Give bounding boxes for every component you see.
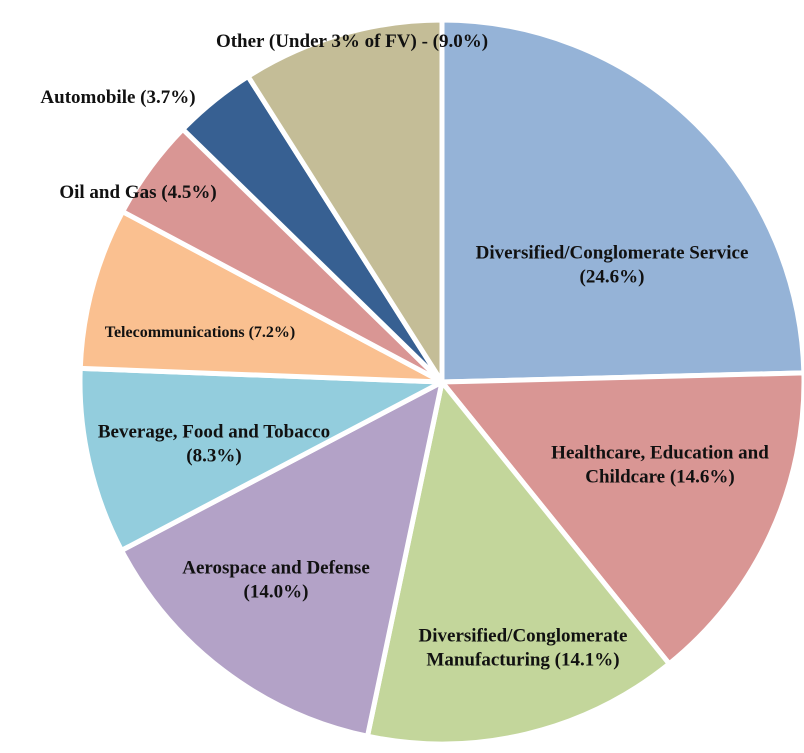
category-name: Healthcare, Education and Childcare bbox=[551, 442, 769, 487]
category-name: Diversified/Conglomerate Service bbox=[475, 242, 749, 264]
pie-slice bbox=[77, 209, 445, 385]
category-name: Automobile bbox=[40, 87, 136, 109]
category-name: Other (Under 3% of FV) - bbox=[215, 31, 428, 53]
value-label: (9.0%) bbox=[432, 31, 489, 53]
slice-label: Other (Under 3% of FV) - (9.0%) bbox=[202, 30, 502, 54]
pie-slice bbox=[439, 370, 804, 667]
slice-label: Oil and Gas (4.5%) bbox=[59, 181, 216, 205]
slice-label: Diversified/Conglomerate Service (24.6%) bbox=[462, 241, 762, 289]
slice-label: Aerospace and Defense (14.0%) bbox=[181, 556, 371, 604]
slice-label: Diversified/Conglomerate Manufacturing (… bbox=[373, 624, 673, 672]
category-name: Beverage, Food and Tobacco bbox=[97, 421, 331, 443]
value-label: (14.6%) bbox=[669, 466, 735, 487]
pie-slice bbox=[364, 379, 672, 747]
value-label: (14.1%) bbox=[554, 649, 620, 670]
category-name: Aerospace and Defense bbox=[182, 557, 370, 579]
pie-slice bbox=[439, 17, 804, 385]
value-label: (24.6%) bbox=[579, 266, 645, 287]
category-name: Telecommunications bbox=[104, 324, 245, 341]
value-label: (7.2%) bbox=[248, 324, 296, 341]
pie-slice bbox=[77, 365, 445, 553]
slice-label: Telecommunications (7.2%) bbox=[105, 323, 296, 343]
value-label: (4.5%) bbox=[161, 182, 217, 204]
pie-slice bbox=[119, 379, 445, 739]
slice-label: Beverage, Food and Tobacco (8.3%) bbox=[94, 420, 334, 468]
category-name: Oil and Gas bbox=[59, 182, 157, 204]
category-name: Diversified/Conglomerate Manufacturing bbox=[418, 625, 628, 670]
pie-slice bbox=[245, 17, 445, 385]
value-label: (8.3%) bbox=[186, 445, 242, 466]
value-label: (14.0%) bbox=[243, 581, 309, 602]
slice-label: Automobile (3.7%) bbox=[40, 86, 195, 110]
value-label: (3.7%) bbox=[140, 87, 196, 109]
slice-label: Healthcare, Education and Childcare (14.… bbox=[530, 441, 790, 489]
